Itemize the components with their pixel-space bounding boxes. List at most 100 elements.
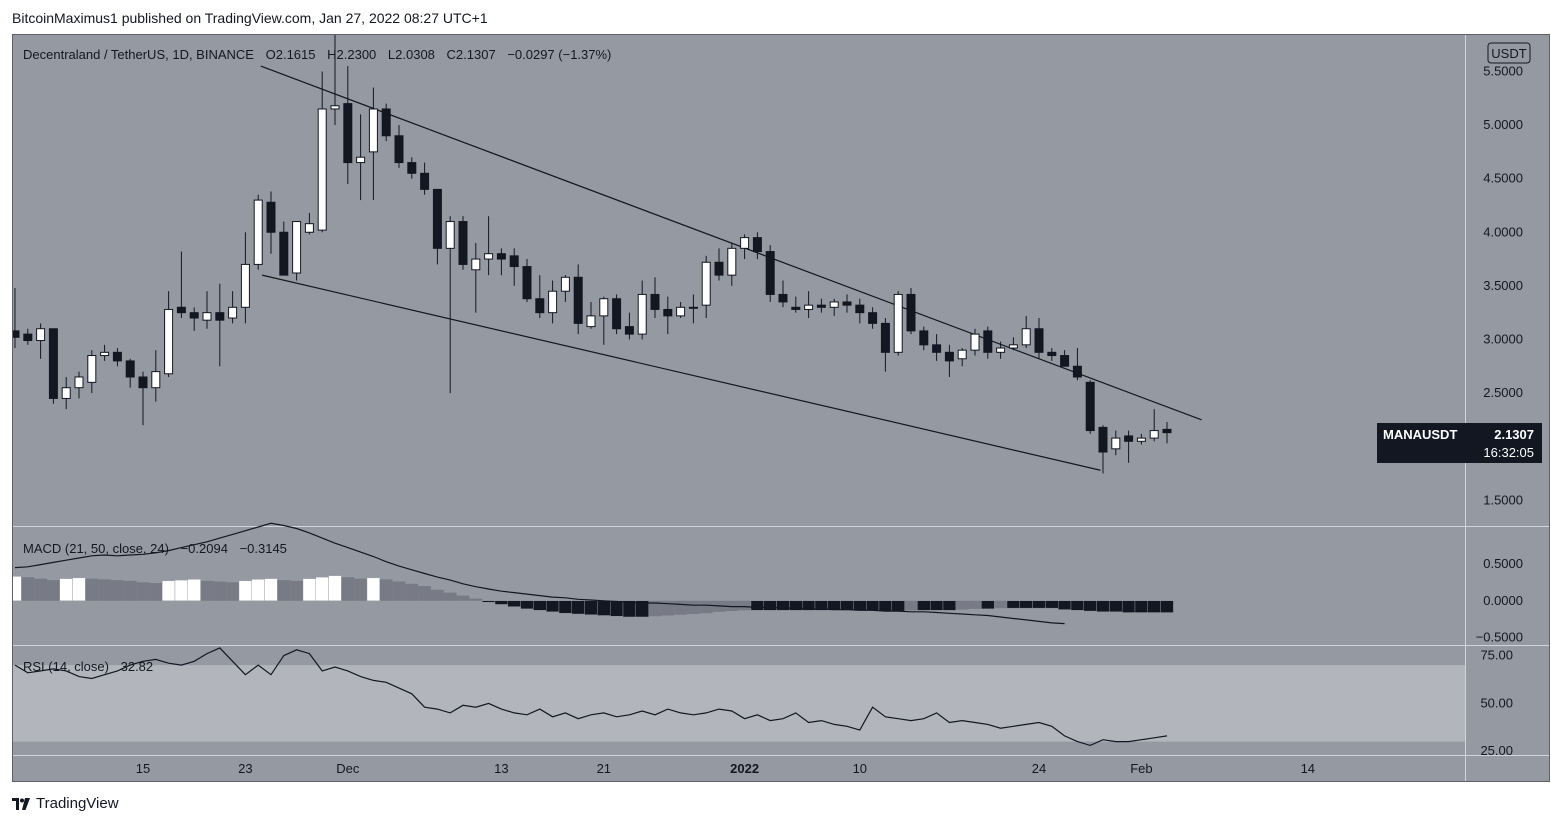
candle-bearish (1162, 428, 1172, 434)
legend-low: 2.0308 (395, 47, 435, 62)
price-tick-label: 5.5000 (1483, 63, 1523, 78)
macd-histogram-bar (1121, 600, 1136, 613)
macd-histogram-bar (251, 579, 265, 601)
candle-bearish (48, 328, 58, 399)
macd-histogram-bar (34, 578, 47, 601)
tradingview-logo[interactable]: TradingView (12, 795, 119, 812)
candle-bullish (240, 263, 250, 308)
macd-histogram-bar (290, 580, 303, 601)
macd-histogram-bar (558, 600, 573, 614)
candle-bullish (1021, 328, 1031, 346)
macd-histogram-bar (622, 600, 637, 618)
macd-histogram-bar (187, 579, 201, 601)
candle-bearish (612, 298, 622, 330)
legend-close-label: C (447, 47, 456, 62)
chart-frame[interactable]: 5.5000 5.0000 4.5000 4.0000 3.5000 3.0000 2.50… (12, 34, 1550, 782)
time-tick-label: Dec (336, 761, 360, 776)
macd-histogram-bar (994, 600, 1007, 609)
time-tick-label: 14 (1301, 761, 1315, 776)
candle-bullish (202, 312, 212, 321)
macd-histogram-bar (123, 580, 137, 601)
candle-bullish (164, 308, 174, 375)
candle-bullish (1136, 437, 1146, 442)
candle-bearish (906, 293, 916, 332)
time-tick-label: 15 (136, 761, 150, 776)
candle-bullish (1111, 437, 1121, 450)
candle-bearish (944, 351, 954, 362)
legend-open: 2.1615 (276, 47, 316, 62)
candle-bullish (560, 276, 570, 292)
macd-histogram-bar (21, 577, 35, 601)
candle-bearish (1098, 426, 1108, 453)
macd-histogram-bar (878, 600, 893, 612)
macd-histogram-bar (981, 600, 995, 610)
macd-histogram-bar (674, 600, 687, 615)
candle-bullish (637, 293, 647, 335)
macd-tick-label: −0.5000 (1476, 630, 1523, 645)
price-tick-label: 4.5000 (1483, 171, 1523, 186)
macd-histogram-bar (47, 580, 60, 601)
macd-histogram-bar (763, 600, 777, 611)
tradingview-logo-icon (12, 797, 30, 810)
candle-bullish (957, 349, 967, 360)
candle-bullish (1149, 430, 1159, 439)
candle-bearish (407, 162, 417, 174)
macd-histogram-bar (482, 600, 496, 603)
time-axis-background (13, 756, 1465, 781)
macd-histogram-bar (533, 600, 547, 611)
legend-symbol: Decentraland / TetherUS, 1D, BINANCE (23, 47, 254, 62)
candle-bullish (676, 306, 686, 317)
rsi-tick-label: 75.00 (1480, 648, 1513, 663)
candle-bullish (740, 237, 750, 249)
legend-high: 2.2300 (337, 47, 377, 62)
candle-bearish (842, 301, 852, 306)
candle-bullish (61, 387, 71, 399)
candle-bullish (317, 108, 327, 231)
macd-histogram-bar (302, 578, 317, 601)
candle-bullish (356, 156, 366, 164)
macd-histogram-bar (853, 600, 867, 611)
trendline-support[interactable] (261, 274, 1101, 471)
macd-histogram-bar (776, 600, 790, 611)
time-tick-label: 21 (597, 761, 611, 776)
legend-change: −0.0297 (−1.37%) (507, 47, 611, 62)
price-tick-label: 3.0000 (1483, 331, 1523, 346)
candle-bearish (112, 351, 122, 362)
publish-info: BitcoinMaximus1 published on TradingView… (12, 10, 488, 26)
macd-histogram-bar (1019, 600, 1033, 609)
candle-bearish (816, 304, 826, 308)
plot-background (13, 35, 1549, 755)
macd-histogram-bar (277, 580, 291, 601)
price-tag-price: 2.1307 (1494, 427, 1534, 442)
candle-bullish (893, 293, 903, 353)
candle-bearish (919, 330, 929, 346)
price-tick-label: 4.0000 (1483, 224, 1523, 239)
candle-bearish (624, 326, 634, 335)
macd-histogram-bar (930, 600, 944, 611)
candle-bearish (125, 360, 135, 378)
macd-histogram-bar (725, 600, 739, 612)
macd-histogram-bar (891, 600, 905, 612)
macd-histogram-bar (955, 600, 969, 610)
candle-bearish (714, 261, 724, 276)
legend-high-label: H (327, 47, 336, 62)
candle-bullish (445, 221, 455, 249)
candle-bullish (304, 223, 314, 233)
candle-bullish (228, 306, 238, 319)
candle-bullish (253, 199, 263, 265)
macd-histogram-bar (174, 579, 189, 601)
candle-bearish (1047, 351, 1057, 357)
candle-bullish (599, 298, 609, 317)
currency-badge[interactable] (1487, 42, 1531, 64)
legend-low-label: L (388, 47, 395, 62)
candle-bearish (650, 293, 660, 310)
candle-bullish (292, 221, 302, 274)
chart-canvas[interactable]: 5.5000 5.0000 4.5000 4.0000 3.5000 3.0000 2.50… (13, 35, 1549, 781)
candle-bearish (791, 306, 801, 310)
macd-histogram-bar (904, 600, 918, 611)
candle-bearish (1060, 355, 1070, 367)
macd-histogram-bar (469, 598, 483, 601)
trendline-resistance[interactable] (260, 65, 1202, 421)
macd-histogram-bar (213, 581, 227, 601)
macd-histogram-bar (328, 575, 342, 601)
